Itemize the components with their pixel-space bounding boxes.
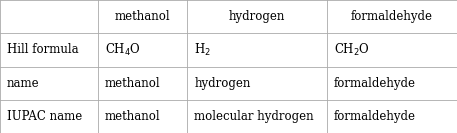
Text: IUPAC name: IUPAC name bbox=[7, 110, 82, 123]
Text: H$_{2}$: H$_{2}$ bbox=[194, 42, 211, 58]
Text: formaldehyde: formaldehyde bbox=[334, 77, 415, 90]
Text: hydrogen: hydrogen bbox=[194, 77, 250, 90]
Text: hydrogen: hydrogen bbox=[229, 10, 285, 23]
Text: CH$_{4}$O: CH$_{4}$O bbox=[105, 42, 141, 58]
Text: methanol: methanol bbox=[105, 110, 161, 123]
Text: Hill formula: Hill formula bbox=[7, 43, 79, 56]
Text: methanol: methanol bbox=[115, 10, 170, 23]
Text: formaldehyde: formaldehyde bbox=[351, 10, 433, 23]
Text: formaldehyde: formaldehyde bbox=[334, 110, 415, 123]
Text: methanol: methanol bbox=[105, 77, 161, 90]
Text: name: name bbox=[7, 77, 39, 90]
Text: CH$_{2}$O: CH$_{2}$O bbox=[334, 42, 370, 58]
Text: molecular hydrogen: molecular hydrogen bbox=[194, 110, 314, 123]
